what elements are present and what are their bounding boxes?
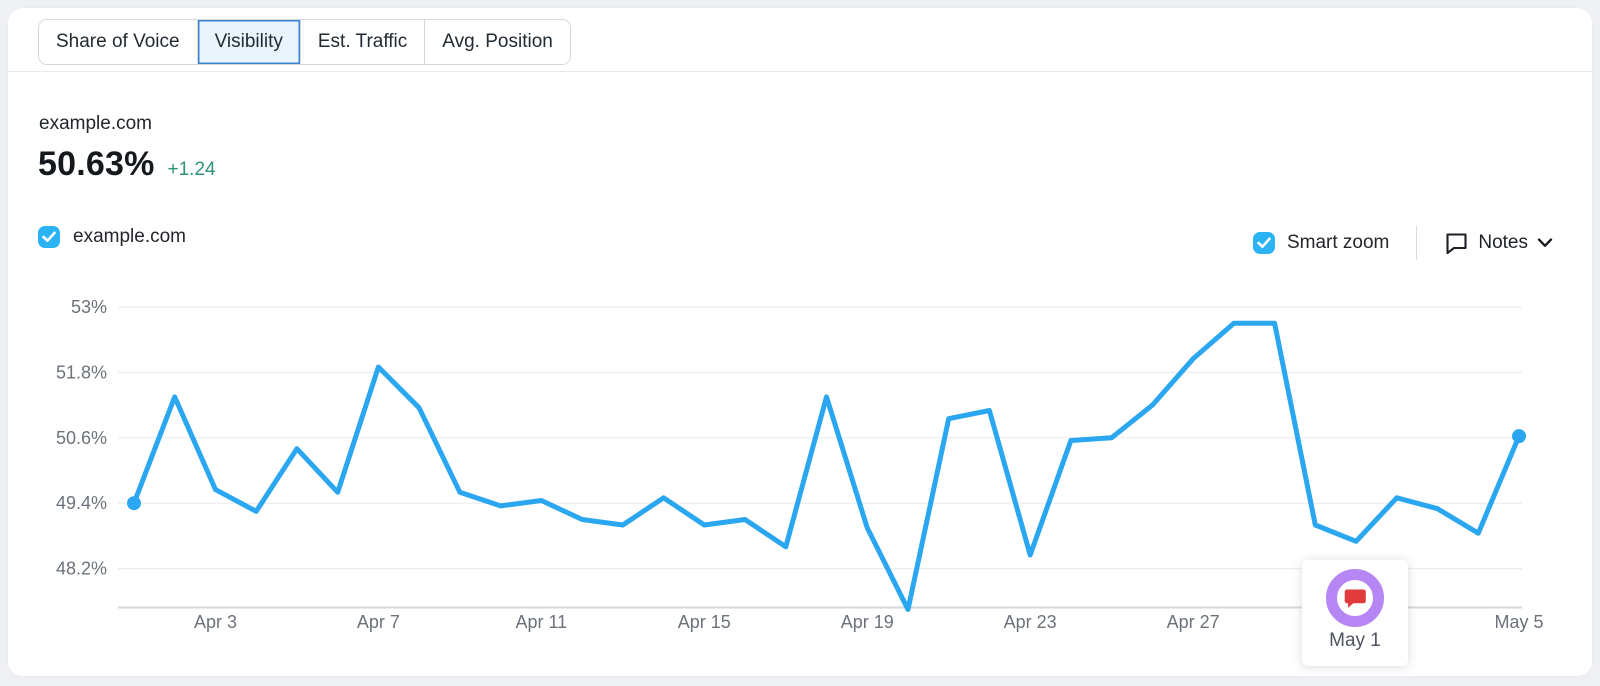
y-tick-label: 51.8%	[56, 362, 107, 382]
x-tick-label: Apr 27	[1167, 612, 1220, 632]
domain-title: example.com	[39, 113, 152, 134]
header-divider	[8, 71, 1592, 72]
x-tick-label: Apr 15	[678, 612, 731, 632]
smart-zoom-label[interactable]: Smart zoom	[1286, 232, 1390, 253]
y-tick-label: 48.2%	[56, 559, 107, 579]
note-marker-ring[interactable]	[1326, 569, 1384, 627]
x-tick-label: Apr 23	[1004, 612, 1057, 632]
x-tick-label: Apr 11	[516, 612, 568, 632]
smart-zoom-checkbox[interactable]	[1252, 232, 1275, 254]
note-flag-icon	[1344, 589, 1366, 608]
chart-controls: Smart zoom Notes	[1252, 226, 1553, 260]
chevron-down-icon	[1537, 238, 1553, 247]
x-tick-label: May 5	[1494, 612, 1543, 632]
visibility-line-chart[interactable]: 53% 51.8% 50.6% 49.4% 48.2% Apr 3 Apr 7 Apr 11 A…	[8, 278, 1592, 668]
x-tick-label: Apr 19	[841, 612, 894, 632]
x-tick-label: Apr 7	[357, 612, 400, 632]
checkmark-icon	[42, 231, 56, 242]
series-line-example-com[interactable]	[131, 320, 1522, 612]
tab-avg-position[interactable]: Avg. Position	[424, 20, 570, 64]
series-checkbox[interactable]	[38, 226, 60, 248]
notes-button[interactable]: Notes	[1444, 231, 1553, 255]
notes-label: Notes	[1478, 232, 1528, 253]
smart-zoom-toggle[interactable]: Smart zoom	[1252, 232, 1390, 254]
checkmark-icon	[1257, 237, 1271, 248]
note-marker-card[interactable]: May 1	[1302, 560, 1408, 666]
series-point-marker[interactable]	[127, 496, 141, 511]
y-tick-label: 49.4%	[56, 493, 107, 513]
report-card: Share of Voice Visibility Est. Traffic Avg.…	[8, 8, 1592, 676]
tab-est-traffic[interactable]: Est. Traffic	[299, 20, 425, 64]
series-point-marker[interactable]	[1512, 429, 1526, 444]
tab-share-of-voice[interactable]: Share of Voice	[39, 20, 197, 64]
series-legend-label[interactable]: example.com	[73, 226, 186, 247]
series-legend-toggle[interactable]: example.com	[38, 226, 186, 248]
note-bubble-icon	[1446, 233, 1467, 255]
note-date-label: May 1	[1329, 630, 1381, 651]
metric-tabs: Share of Voice Visibility Est. Traffic Avg.…	[38, 19, 571, 65]
controls-divider	[1416, 226, 1418, 260]
y-tick-label: 50.6%	[56, 428, 107, 448]
y-tick-label: 53%	[71, 297, 107, 317]
headline-value-row: 50.63% +1.24	[38, 145, 216, 184]
visibility-value: 50.63%	[38, 145, 155, 183]
visibility-delta: +1.24	[167, 159, 216, 180]
tab-visibility[interactable]: Visibility	[196, 20, 300, 64]
x-tick-label: Apr 3	[194, 612, 237, 632]
